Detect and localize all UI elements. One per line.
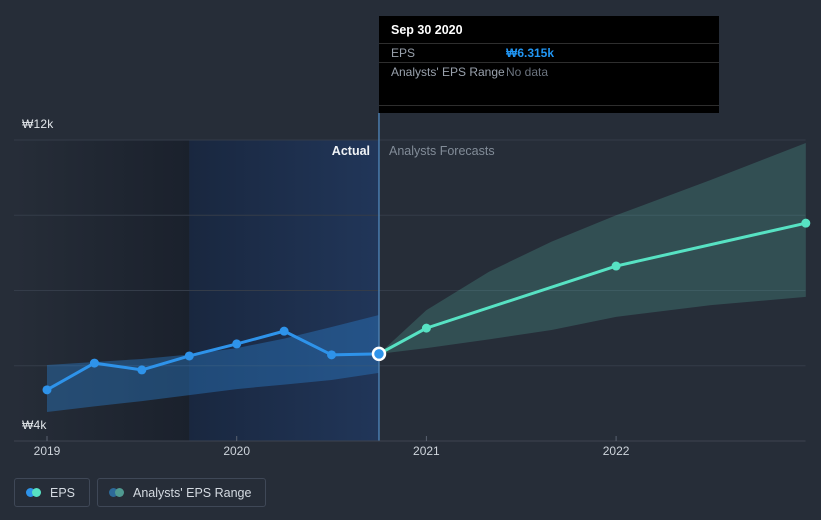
actual-data-point bbox=[89, 358, 99, 368]
legend-eps-label: EPS bbox=[50, 485, 76, 500]
tooltip-divider bbox=[379, 43, 719, 44]
actual-data-point bbox=[279, 326, 289, 336]
y-axis-label-min: ₩4k bbox=[22, 418, 47, 432]
forecast-data-point bbox=[801, 218, 811, 228]
actual-data-point bbox=[327, 350, 337, 360]
actual-data-point bbox=[137, 365, 147, 375]
forecast-data-point bbox=[611, 261, 621, 271]
y-axis-label-max: ₩12k bbox=[22, 117, 54, 131]
tooltip-eps-label: EPS bbox=[391, 46, 416, 60]
legend-eps-range-button[interactable]: Analysts' EPS Range bbox=[97, 478, 267, 507]
actual-eps-line bbox=[45, 329, 381, 392]
tooltip-date: Sep 30 2020 bbox=[391, 23, 463, 37]
forecast-eps-line bbox=[377, 221, 808, 356]
forecast-region-label: Analysts Forecasts bbox=[389, 144, 495, 158]
hover-tooltip: Sep 30 2020 EPS ₩6.315k Analysts' EPS Ra… bbox=[379, 16, 719, 113]
x-axis-label-2022: 2022 bbox=[602, 444, 630, 458]
actual-data-point bbox=[184, 351, 194, 361]
tooltip-range-row: Analysts' EPS Range No data bbox=[379, 63, 719, 81]
x-axis-label-2019: 2019 bbox=[33, 444, 61, 458]
actual-data-point bbox=[232, 339, 242, 349]
hovered-point bbox=[371, 346, 387, 362]
legend-eps-range-label: Analysts' EPS Range bbox=[133, 485, 252, 500]
actual-region-label: Actual bbox=[331, 144, 370, 158]
legend-eps-button[interactable]: EPS bbox=[14, 478, 91, 507]
tooltip-range-label: Analysts' EPS Range bbox=[391, 65, 505, 79]
tooltip-range-value: No data bbox=[506, 65, 549, 79]
forecast-data-point bbox=[421, 323, 431, 333]
x-axis-label-2021: 2021 bbox=[413, 444, 440, 458]
legend: EPS Analysts' EPS Range bbox=[14, 478, 267, 507]
tooltip-eps-value: ₩6.315k bbox=[506, 46, 555, 60]
tooltip-divider bbox=[379, 62, 719, 63]
eps-series-icon bbox=[26, 488, 41, 497]
forecast-eps-range-band bbox=[378, 143, 806, 354]
tooltip-divider bbox=[379, 105, 719, 106]
actual-eps-range-band bbox=[47, 314, 379, 413]
x-axis-label-2020: 2020 bbox=[223, 444, 251, 458]
eps-range-series-icon bbox=[109, 488, 125, 497]
tooltip-eps-row: EPS ₩6.315k bbox=[379, 44, 719, 62]
actual-data-point bbox=[42, 385, 52, 395]
